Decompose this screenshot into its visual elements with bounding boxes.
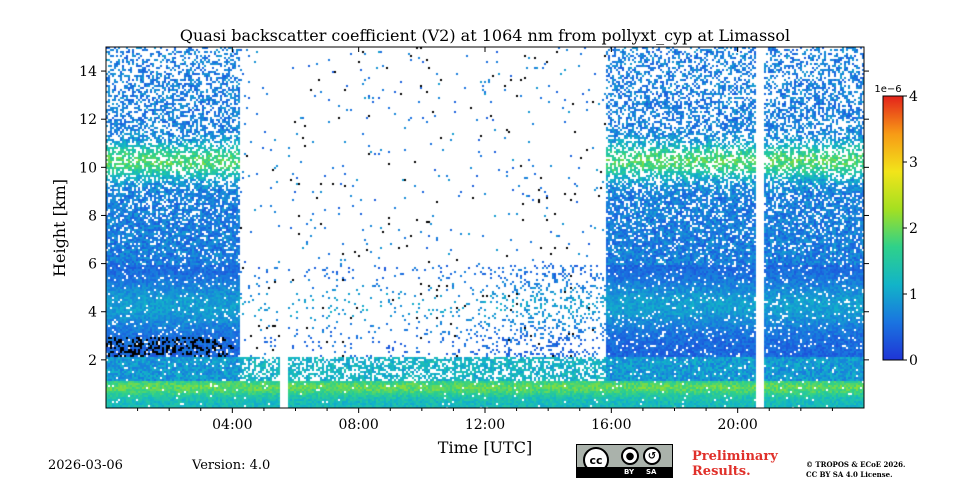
x-tick-label: 20:00 bbox=[717, 417, 757, 433]
heatmap-plot bbox=[106, 47, 864, 408]
colorbar-tick-label: 2 bbox=[909, 221, 918, 237]
by-icon: ● bbox=[621, 447, 639, 465]
y-axis: 2 4 6 8 10 12 14 bbox=[79, 64, 869, 369]
copyright-line-2: CC BY SA 4.0 License. bbox=[806, 470, 893, 479]
colorbar-scale-label: 1e−6 bbox=[874, 84, 901, 95]
y-axis-label: Height [km] bbox=[50, 179, 69, 277]
y-tick-label: 4 bbox=[88, 305, 97, 321]
preliminary-line-1: Preliminary bbox=[692, 449, 778, 464]
chart-title: Quasi backscatter coefficient (V2) at 10… bbox=[180, 26, 790, 45]
license-badge[interactable]: cc ● ↺ BY SA bbox=[576, 444, 673, 478]
y-tick-label: 14 bbox=[79, 64, 97, 80]
x-axis: 04:00 08:00 12:00 16:00 20:00 bbox=[137, 47, 833, 433]
badge-sa-label: SA bbox=[646, 468, 657, 476]
y-tick-label: 12 bbox=[79, 112, 97, 128]
colorbar-tick-label: 4 bbox=[909, 89, 918, 105]
footer-version: Version: 4.0 bbox=[192, 458, 271, 473]
preliminary-line-2: Results. bbox=[692, 464, 751, 479]
x-tick-label: 12:00 bbox=[465, 417, 505, 433]
sa-icon: ↺ bbox=[643, 447, 661, 465]
copyright-notice: © TROPOS & ECoE 2026. CC BY SA 4.0 Licen… bbox=[806, 460, 905, 480]
preliminary-notice: Preliminary Results. bbox=[692, 449, 778, 479]
colorbar-tick-label: 3 bbox=[909, 155, 918, 171]
y-tick-label: 10 bbox=[79, 160, 97, 176]
footer-date: 2026-03-06 bbox=[48, 458, 123, 473]
y-tick-label: 2 bbox=[88, 353, 97, 369]
x-tick-label: 08:00 bbox=[338, 417, 378, 433]
colorbar-tick-label: 0 bbox=[909, 353, 918, 369]
badge-by-label: BY bbox=[624, 468, 635, 476]
y-tick-label: 8 bbox=[88, 208, 97, 224]
colorbar-tick-label: 1 bbox=[909, 287, 918, 303]
badge-strip bbox=[577, 467, 672, 477]
x-tick-label: 16:00 bbox=[591, 417, 631, 433]
heatmap-raster bbox=[106, 47, 864, 408]
colorbar bbox=[882, 95, 904, 361]
x-axis-label: Time [UTC] bbox=[438, 438, 532, 457]
colorbar-ticks: 0 1 2 3 4 bbox=[903, 89, 918, 369]
copyright-line-1: © TROPOS & ECoE 2026. bbox=[806, 460, 906, 469]
y-tick-label: 6 bbox=[88, 257, 97, 273]
x-tick-label: 04:00 bbox=[212, 417, 252, 433]
